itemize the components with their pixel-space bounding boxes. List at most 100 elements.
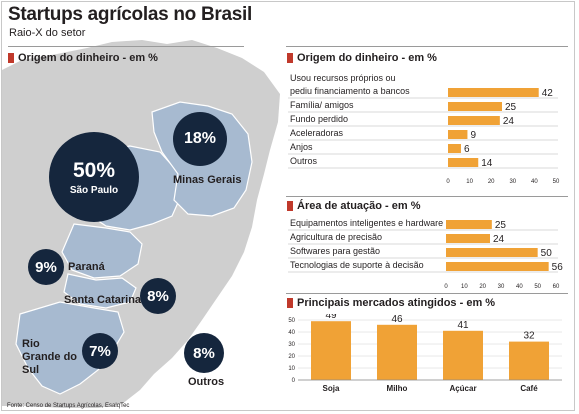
y-tick-label: 20 xyxy=(288,354,295,360)
data-label: 25 xyxy=(495,220,507,231)
category-label: Equipamentos inteligentes e hardware xyxy=(290,218,443,228)
region-label-outros: Outros xyxy=(188,376,225,388)
data-label: 46 xyxy=(391,314,403,325)
section-marker-icon xyxy=(287,298,293,308)
x-tick-label: 50 xyxy=(553,179,560,185)
data-label: 49 xyxy=(325,314,337,321)
region-value: 7% xyxy=(89,342,111,360)
region-circle-parana: 9% xyxy=(28,249,64,285)
bar xyxy=(446,234,490,243)
data-label: 50 xyxy=(541,248,553,259)
bar xyxy=(448,158,479,167)
y-tick-label: 40 xyxy=(288,330,295,336)
x-tick-label: 0 xyxy=(444,284,448,290)
bar xyxy=(448,88,539,97)
category-label: Fundo perdido xyxy=(290,114,348,124)
map-section-title: Origem do dinheiro - em % xyxy=(8,52,158,64)
map-rio-grande-do-sul xyxy=(15,301,125,395)
chart1-rule xyxy=(286,46,568,47)
region-circle-sao-paulo: 50% São Paulo xyxy=(49,132,139,222)
bar xyxy=(448,116,500,125)
map-section-title-text: Origem do dinheiro - em % xyxy=(18,52,158,64)
category-label: Café xyxy=(520,384,538,393)
chart3-title: Principais mercados atingidos - em % xyxy=(287,297,495,309)
x-tick-label: 30 xyxy=(498,284,505,290)
chart3-title-text: Principais mercados atingidos - em % xyxy=(297,297,496,309)
area-atuacao-chart: Equipamentos inteligentes e hardware 25 Ag… xyxy=(288,218,564,290)
data-label: 6 xyxy=(464,144,470,155)
bar xyxy=(446,248,538,257)
bar xyxy=(448,130,468,139)
bar xyxy=(448,102,502,111)
region-value: 18% xyxy=(183,130,217,147)
category-label: Agricultura de precisão xyxy=(290,232,382,242)
section-marker-icon xyxy=(287,53,293,63)
region-circle-rio-grande-do-sul: 7% xyxy=(82,333,118,369)
source-note: Fonte: Censo de Startups Agrícolas, Esal… xyxy=(7,403,130,409)
category-label: Softwares para gestão xyxy=(290,246,380,256)
y-tick-label: 50 xyxy=(288,318,295,324)
region-value: 8% xyxy=(147,287,169,305)
bar xyxy=(448,144,461,153)
category-label: Milho xyxy=(387,384,408,393)
x-tick-label: 20 xyxy=(488,179,495,185)
data-label: 42 xyxy=(542,88,554,99)
category-label: Tecnologias de suporte à decisão xyxy=(290,260,424,270)
chart1-title: Origem do dinheiro - em % xyxy=(287,52,437,64)
chart2-title-text: Área de atuação - em % xyxy=(297,200,421,212)
y-tick-label: 10 xyxy=(288,366,295,372)
data-label: 32 xyxy=(523,331,535,342)
data-label: 56 xyxy=(552,262,564,273)
x-tick-label: 40 xyxy=(531,179,538,185)
category-label: Açúcar xyxy=(449,384,476,393)
region-circle-minas-gerais: 18% xyxy=(173,112,227,166)
page-title: Startups agrícolas no Brasil xyxy=(8,4,252,25)
chart3-rule xyxy=(286,293,568,294)
x-tick-label: 30 xyxy=(509,179,516,185)
data-label: 41 xyxy=(457,320,469,331)
data-label: 25 xyxy=(505,102,517,113)
origem-dinheiro-chart: Usou recursos próprios ou pediu financiam… xyxy=(288,73,560,185)
page-subtitle: Raio-X do setor xyxy=(9,27,86,39)
y-tick-label: 0 xyxy=(292,378,296,384)
section-marker-icon xyxy=(287,201,293,211)
region-value: 8% xyxy=(193,344,215,362)
category-label: Soja xyxy=(323,384,340,393)
category-label: Usou recursos próprios ou xyxy=(290,73,396,83)
region-value: 9% xyxy=(35,258,57,276)
category-label: Anjos xyxy=(290,142,313,152)
section-marker-icon xyxy=(8,53,14,63)
region-label-rio-grande-do-sul: Rio Grande do Sul xyxy=(22,338,78,376)
x-tick-label: 10 xyxy=(461,284,468,290)
x-tick-label: 0 xyxy=(446,179,450,185)
bar xyxy=(509,341,549,380)
x-tick-label: 10 xyxy=(466,179,473,185)
region-label-santa-catarina: Santa Catarina xyxy=(64,294,142,306)
region-circle-santa-catarina: 8% xyxy=(140,278,176,314)
x-tick-label: 20 xyxy=(479,284,486,290)
x-tick-label: 60 xyxy=(553,284,560,290)
chart2-title: Área de atuação - em % xyxy=(287,200,421,212)
region-circle-outros: 8% xyxy=(184,333,224,373)
data-label: 24 xyxy=(493,234,505,245)
bar xyxy=(446,262,549,271)
category-label: pediu financiamento a bancos xyxy=(290,86,410,96)
region-label-parana: Paraná xyxy=(68,261,105,273)
map-section-rule xyxy=(8,46,244,47)
y-tick-label: 30 xyxy=(288,342,295,348)
x-tick-label: 50 xyxy=(534,284,541,290)
category-label: Outros xyxy=(290,156,318,166)
map-parana xyxy=(61,223,143,279)
bar xyxy=(377,324,417,380)
category-label: Família/ amigos xyxy=(290,100,354,110)
map-santa-catarina xyxy=(63,273,137,309)
region-name: São Paulo xyxy=(69,184,119,196)
chart1-title-text: Origem do dinheiro - em % xyxy=(297,52,437,64)
mercados-chart: 0 10 20 30 40 50 49 Soja 46 Milho 41 Açúcar 32 Café xyxy=(288,314,562,393)
data-label: 9 xyxy=(470,130,476,141)
bar xyxy=(443,330,483,380)
region-value: 50% xyxy=(72,158,116,182)
data-label: 14 xyxy=(481,158,493,169)
chart2-rule xyxy=(286,196,568,197)
